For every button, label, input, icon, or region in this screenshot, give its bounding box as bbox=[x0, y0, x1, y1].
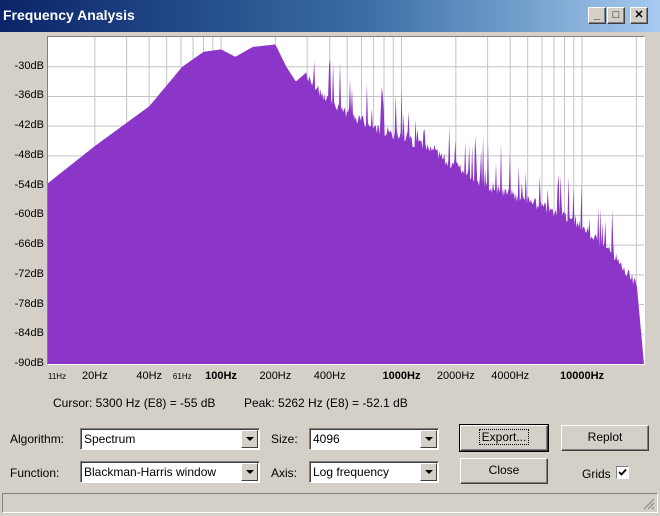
y-tick-label: -72dB bbox=[14, 267, 44, 280]
spectrum-plot[interactable] bbox=[47, 36, 645, 365]
y-tick-label: -84dB bbox=[14, 327, 44, 340]
status-bar bbox=[2, 493, 658, 513]
axis-label: Axis: bbox=[271, 466, 298, 480]
spectrum-area bbox=[48, 44, 644, 364]
x-tick-label: 200Hz bbox=[259, 370, 292, 382]
y-tick-label: -60dB bbox=[14, 208, 44, 221]
minimize-button[interactable]: _ bbox=[588, 7, 606, 24]
export-button[interactable]: Export... bbox=[459, 424, 549, 452]
spectrum-chart bbox=[48, 37, 644, 364]
x-tick-label: 1000Hz bbox=[382, 370, 421, 382]
replot-button[interactable]: Replot bbox=[561, 425, 649, 451]
x-tick-label: 100Hz bbox=[205, 370, 237, 382]
x-tick-label: 10000Hz bbox=[559, 370, 605, 382]
x-tick-label: 11Hz bbox=[48, 372, 67, 381]
y-tick-label: -36dB bbox=[14, 89, 44, 102]
axis-value: Log frequency bbox=[313, 465, 390, 479]
title-bar: Frequency Analysis _ □ ✕ bbox=[0, 0, 660, 32]
function-value: Blackman-Harris window bbox=[84, 465, 217, 479]
y-tick-label: -78dB bbox=[14, 297, 44, 310]
x-tick-label: 61Hz bbox=[172, 372, 192, 381]
x-tick-label: 400Hz bbox=[313, 370, 346, 382]
y-tick-label: -42dB bbox=[14, 119, 44, 132]
y-tick-label: -30dB bbox=[14, 59, 44, 72]
function-select[interactable]: Blackman-Harris window bbox=[80, 461, 260, 483]
window-title: Frequency Analysis bbox=[3, 7, 135, 23]
size-select[interactable]: 4096 bbox=[309, 428, 439, 450]
chevron-down-icon[interactable] bbox=[241, 430, 258, 448]
maximize-button[interactable]: □ bbox=[607, 7, 625, 24]
size-label: Size: bbox=[271, 432, 298, 446]
grids-checkbox[interactable] bbox=[616, 466, 629, 479]
y-tick-label: -90dB bbox=[14, 357, 44, 369]
axis-select[interactable]: Log frequency bbox=[309, 461, 439, 483]
cursor-readout: Cursor: 5300 Hz (E8) = -55 dB bbox=[53, 396, 216, 410]
x-tick-label: 4000Hz bbox=[491, 370, 530, 382]
y-tick-label: -48dB bbox=[14, 148, 44, 161]
y-tick-label: -66dB bbox=[14, 238, 44, 251]
chevron-down-icon[interactable] bbox=[420, 463, 437, 481]
peak-readout: Peak: 5262 Hz (E8) = -52.1 dB bbox=[244, 396, 408, 410]
algorithm-select[interactable]: Spectrum bbox=[80, 428, 260, 450]
checkmark-icon bbox=[618, 468, 627, 476]
size-value: 4096 bbox=[313, 432, 340, 446]
resize-grip-icon[interactable] bbox=[643, 498, 655, 510]
close-button[interactable]: Close bbox=[460, 458, 548, 484]
close-window-button[interactable]: ✕ bbox=[630, 7, 648, 24]
algorithm-label: Algorithm: bbox=[10, 432, 65, 446]
y-tick-label: -54dB bbox=[14, 178, 44, 191]
x-tick-label: 2000Hz bbox=[436, 370, 475, 382]
function-label: Function: bbox=[10, 466, 60, 480]
chevron-down-icon[interactable] bbox=[420, 430, 437, 448]
algorithm-value: Spectrum bbox=[84, 432, 136, 446]
chevron-down-icon[interactable] bbox=[241, 463, 258, 481]
x-tick-label: 20Hz bbox=[82, 370, 108, 382]
x-tick-label: 40Hz bbox=[136, 370, 163, 382]
grids-label: Grids bbox=[582, 467, 611, 481]
